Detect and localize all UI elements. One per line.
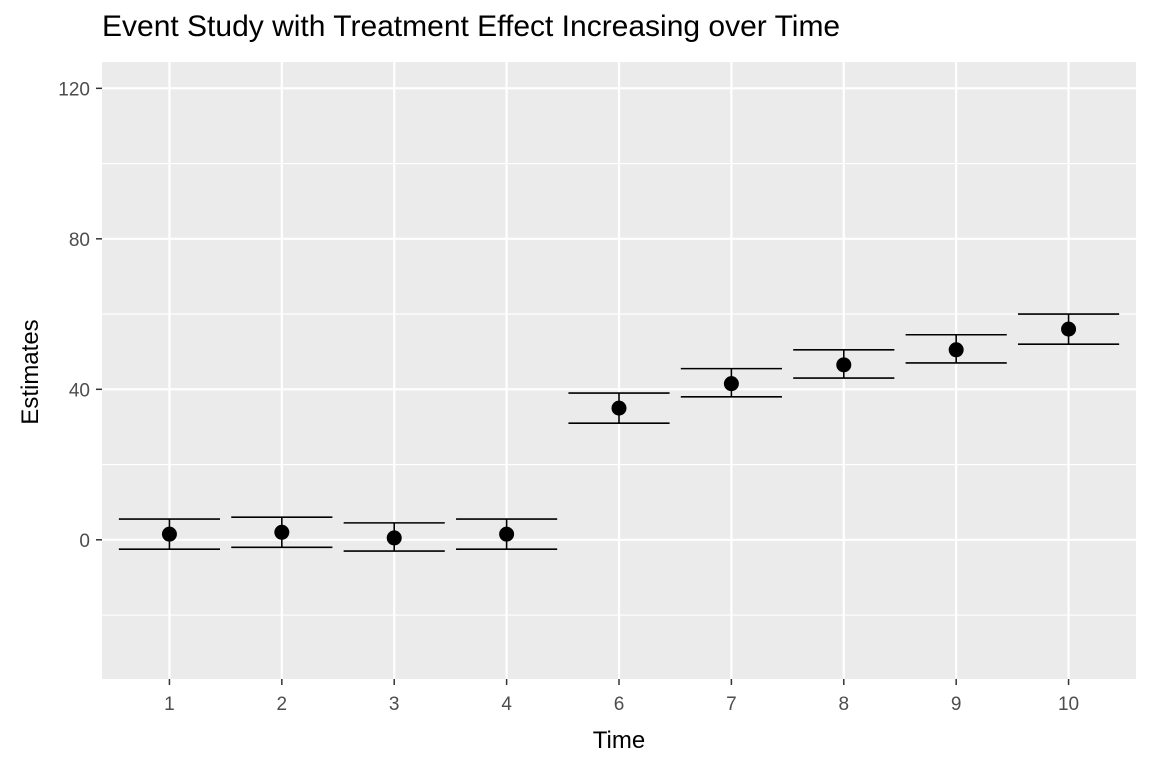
major-gridlines <box>102 62 1136 679</box>
x-tick-label: 4 <box>501 694 512 715</box>
estimate-point <box>499 526 515 542</box>
x-tick-label: 7 <box>726 694 737 715</box>
x-tick-label: 8 <box>838 694 849 715</box>
estimate-point <box>836 357 852 373</box>
y-tick-label: 80 <box>69 230 90 251</box>
x-tick-label: 10 <box>1058 694 1079 715</box>
x-tick-label: 6 <box>614 694 625 715</box>
estimate-point <box>161 526 177 542</box>
y-tick-label: 0 <box>79 531 90 552</box>
estimate-point <box>723 376 739 392</box>
y-tick-label: 120 <box>58 79 90 100</box>
estimate-point <box>948 342 964 358</box>
estimate-point <box>1061 321 1077 337</box>
estimate-point <box>274 524 290 540</box>
data-marks <box>118 313 1120 552</box>
estimate-point <box>386 530 402 546</box>
axes: 0 40 80 120 1 2 3 4 6 7 8 9 10 <box>58 79 1079 715</box>
y-tick-label: 40 <box>69 380 90 401</box>
y-axis-title: Estimates <box>17 319 44 424</box>
x-tick-label: 9 <box>951 694 962 715</box>
chart-title: Event Study with Treatment Effect Increa… <box>102 10 841 43</box>
x-tick-label: 3 <box>389 694 400 715</box>
estimate-point <box>611 400 627 416</box>
x-tick-label: 1 <box>164 694 175 715</box>
x-axis-title: Time <box>593 727 645 754</box>
x-tick-label: 2 <box>277 694 288 715</box>
